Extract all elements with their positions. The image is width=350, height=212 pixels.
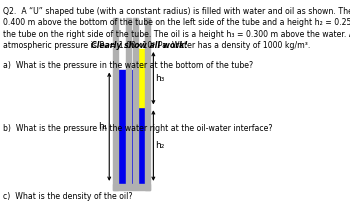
Text: h₂: h₂ [155,141,165,150]
Bar [118,70,126,184]
Text: h₁: h₁ [98,122,107,131]
Bar [126,18,131,184]
Text: a)  What is the pressure in the water at the bottom of the tube?: a) What is the pressure in the water at … [3,61,253,70]
Bar [138,49,145,107]
Bar [145,18,149,190]
Text: h₃: h₃ [155,74,165,83]
Bar [126,70,138,184]
Text: c)  What is the density of the oil?: c) What is the density of the oil? [3,192,133,201]
Bar [133,18,138,184]
Text: Q2.  A “U” shaped tube (with a constant radius) is filled with water and oil as : Q2. A “U” shaped tube (with a constant r… [3,7,350,16]
Text: b)  What is the pressure in the water right at the oil-water interface?: b) What is the pressure in the water rig… [3,124,273,133]
Text: atmospheric pressure is Pₐ = 1.00×10⁵ Pa. Water has a density of 1000 kg/m³.: atmospheric pressure is Pₐ = 1.00×10⁵ Pa… [3,41,315,50]
Bar [113,184,149,190]
Text: the tube on the right side of the tube. The oil is a height h₃ = 0.300 m above t: the tube on the right side of the tube. … [3,30,350,39]
Text: 0.400 m above the bottom of the tube on the left side of the tube and a height h: 0.400 m above the bottom of the tube on … [3,18,350,27]
Bar [113,18,118,190]
Bar [138,107,145,184]
Text: Clearly show all work!: Clearly show all work! [91,41,188,50]
